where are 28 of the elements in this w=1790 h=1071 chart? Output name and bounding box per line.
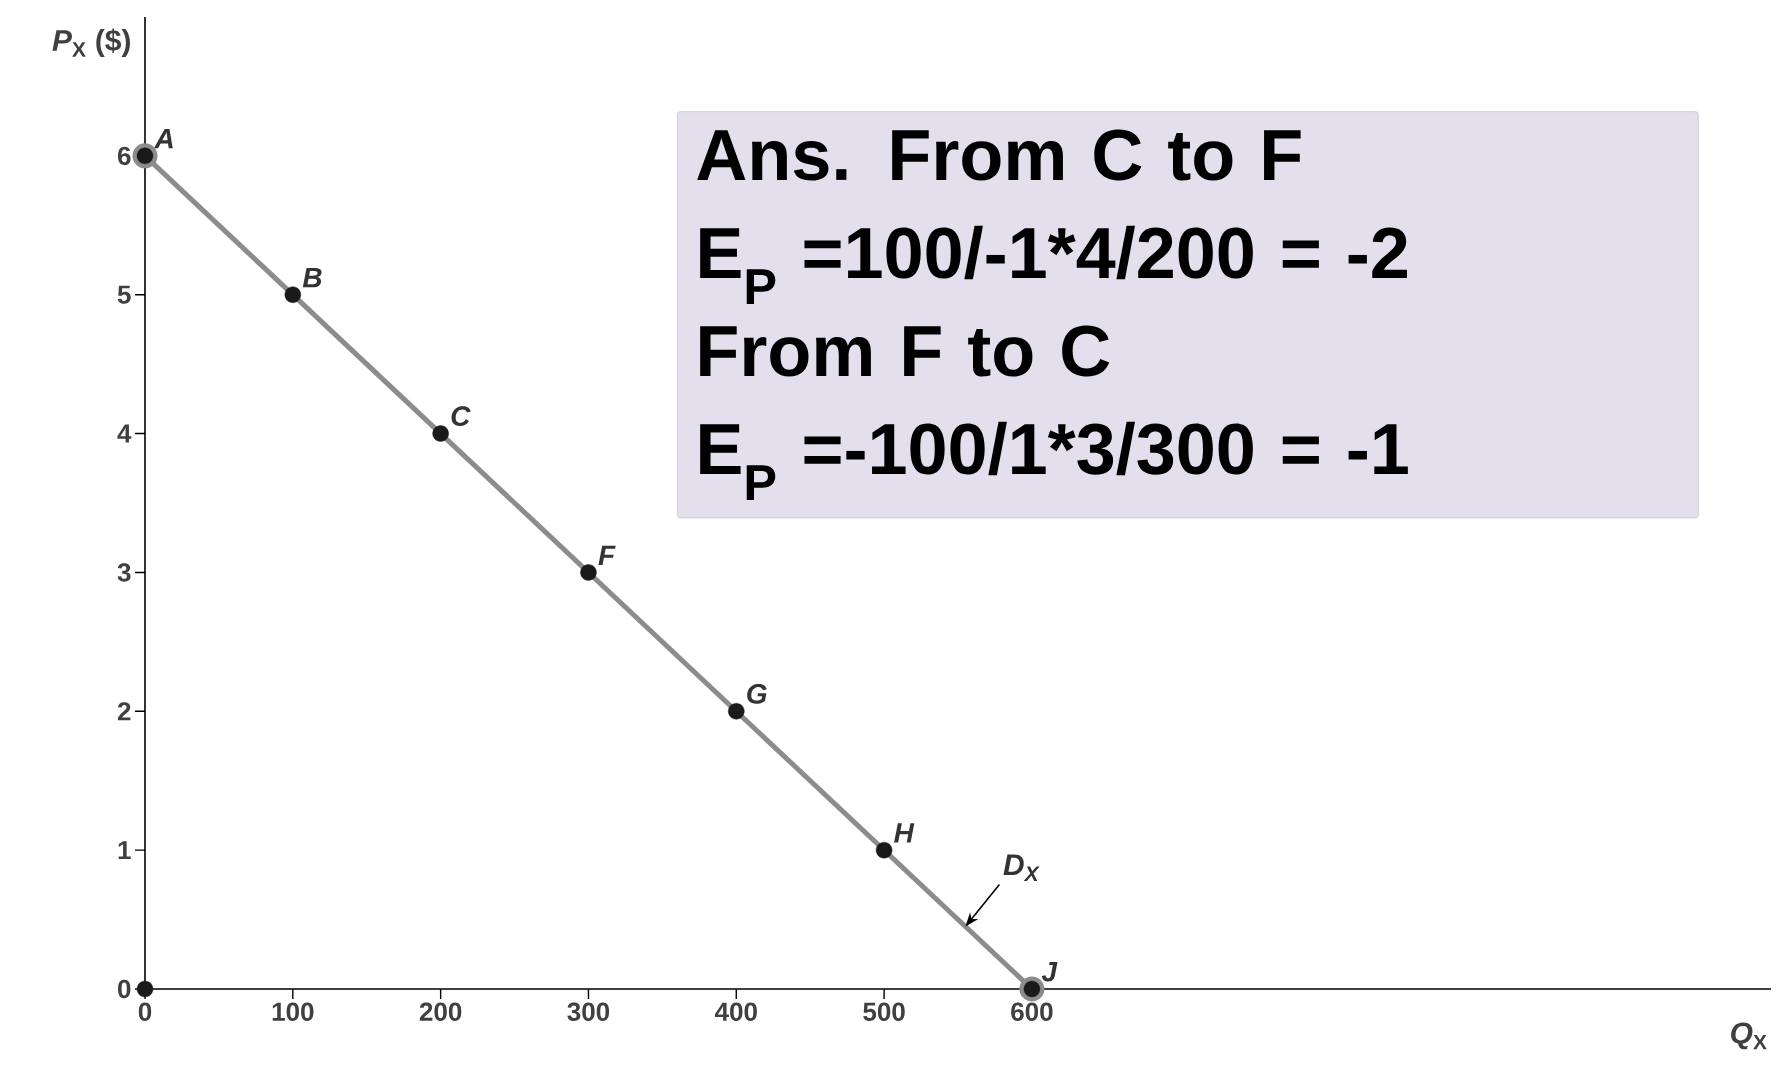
annotation: D$_{X}$ xyxy=(1003,854,1040,881)
y-tick-label: 5 xyxy=(117,285,131,304)
y-tick-label: 1 xyxy=(118,841,131,860)
x-tick-label: 600 xyxy=(1011,1002,1053,1021)
annotation: G xyxy=(747,683,767,704)
annotation: A xyxy=(153,129,173,149)
x-axis-title: Q$_{X}$ xyxy=(1731,1022,1767,1050)
annotation: B xyxy=(302,267,322,288)
y-tick-label: 6 xyxy=(117,146,131,166)
annotation: J xyxy=(1041,961,1058,982)
annotation: F xyxy=(598,545,616,565)
annotation: C xyxy=(451,406,471,427)
x-tick-label: 300 xyxy=(567,1002,610,1021)
y-tick-label: 4 xyxy=(117,424,132,443)
annotation: Ans. From C to F xyxy=(697,129,1301,181)
y-tick-label: 3 xyxy=(117,563,131,582)
annotation: From F to C xyxy=(700,325,1110,377)
annotation: E$_{P}$ =-100/1*3/300 = -1 xyxy=(700,421,1408,500)
x-tick-label: 400 xyxy=(714,1002,757,1021)
x-tick-label: 0 xyxy=(138,1002,152,1021)
y-axis-title: P$_{X}$ ($) xyxy=(52,28,130,58)
annotation: H xyxy=(894,823,915,843)
x-tick-label: 500 xyxy=(863,1002,905,1021)
x-tick-label: 100 xyxy=(272,1002,314,1021)
y-tick-label: 2 xyxy=(117,702,131,721)
y-tick-label: 0 xyxy=(118,979,131,999)
x-tick-label: 200 xyxy=(419,1002,462,1021)
annotation: E$_{P}$ =100/-1*4/200 = -2 xyxy=(700,225,1407,304)
